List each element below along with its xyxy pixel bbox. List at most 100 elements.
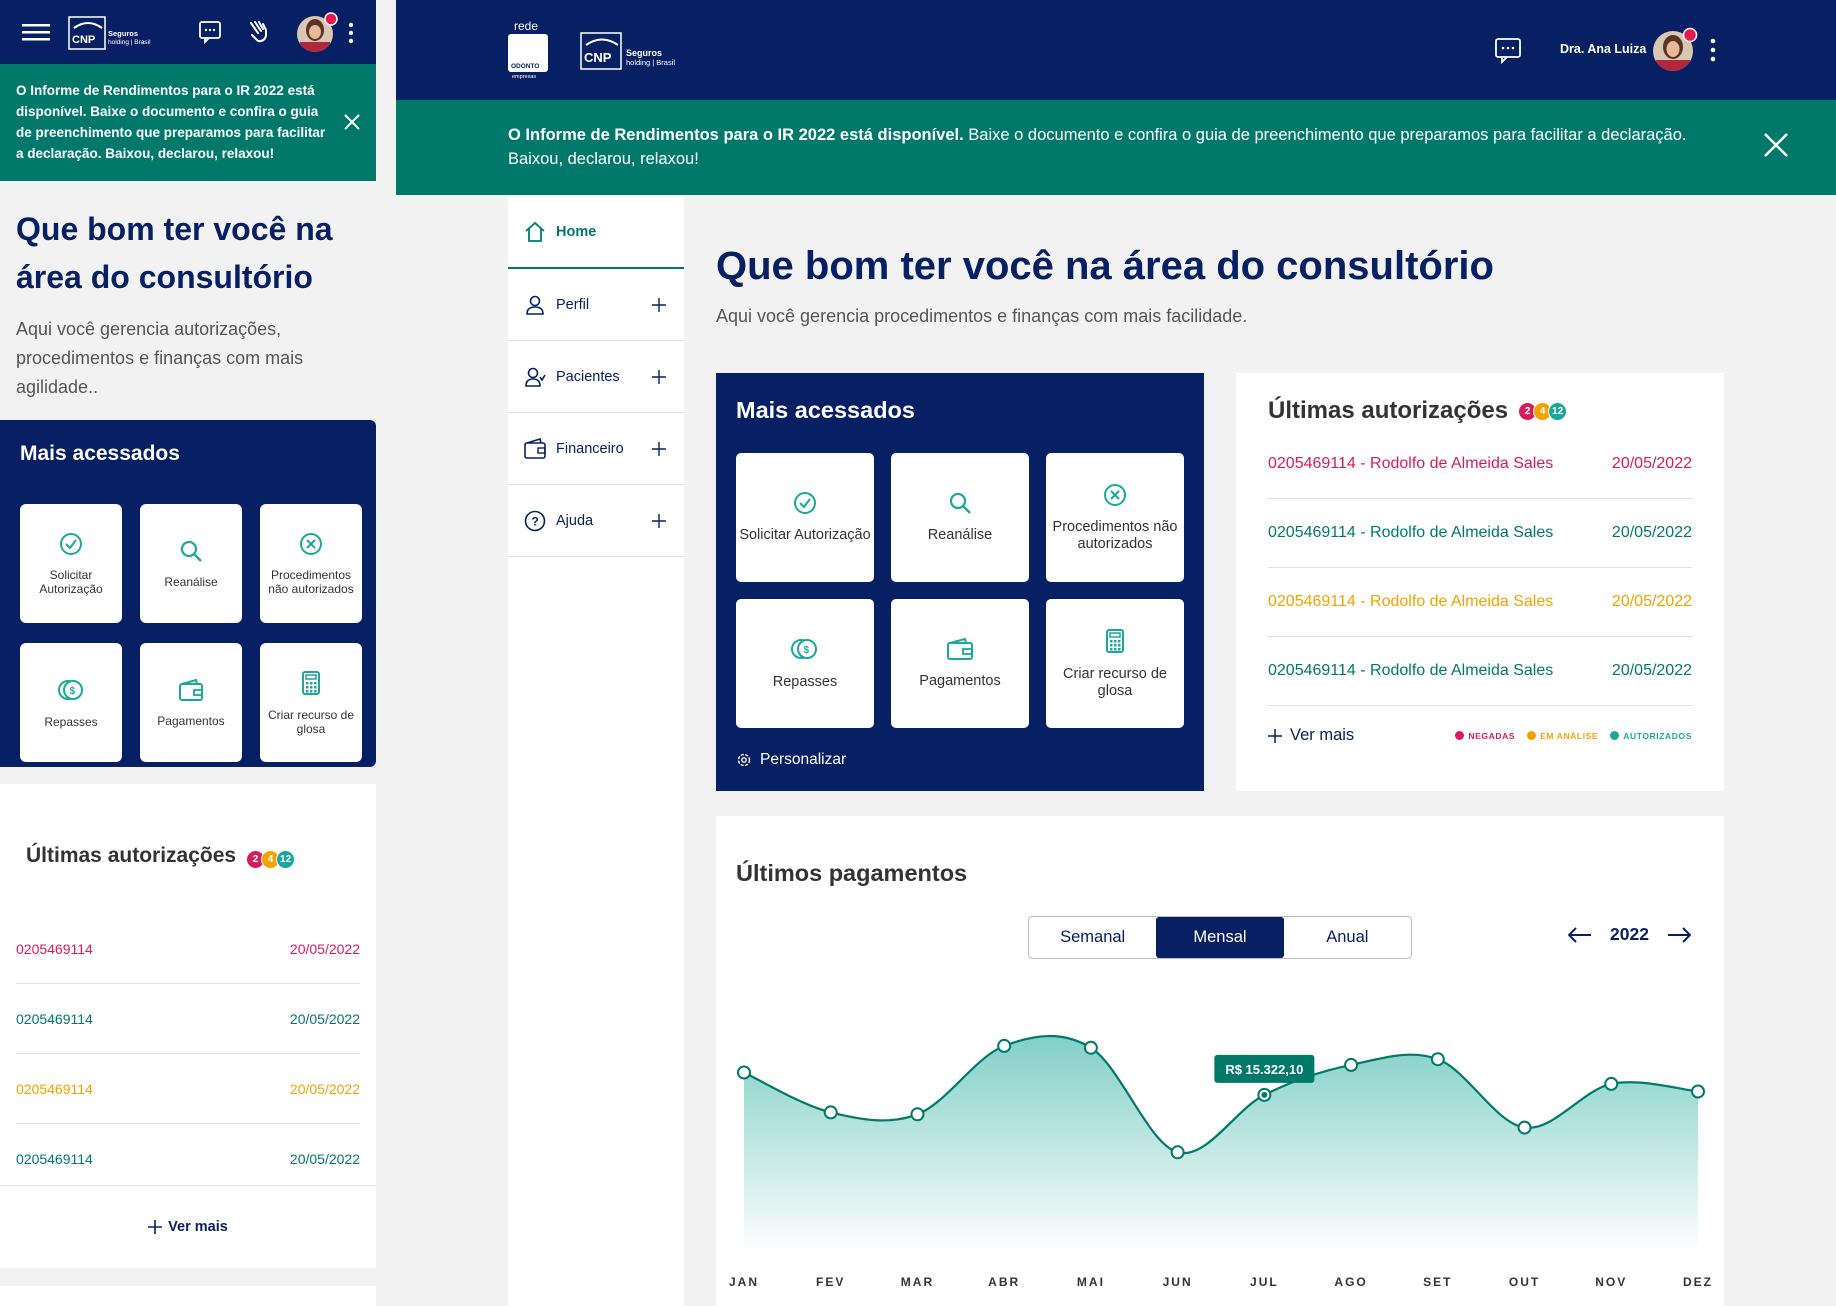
legend-em-analise: EM ANÁLISE [1527, 731, 1598, 741]
list-item[interactable]: 0205469114 20/05/2022 [16, 1124, 360, 1194]
sidebar-item-ajuda[interactable]: ? Ajuda [508, 485, 684, 557]
data-point[interactable] [910, 1107, 925, 1122]
chat-icon[interactable] [198, 20, 222, 44]
user-name[interactable]: Dra. Ana Luiza [1560, 42, 1647, 56]
accessibility-hands-icon[interactable] [246, 19, 272, 45]
user-icon [524, 294, 546, 316]
tooltip-box [1214, 1054, 1315, 1083]
home-icon [524, 221, 546, 243]
tile-label: Pagamentos [919, 673, 1001, 689]
x-tick-label: FEV [816, 1275, 845, 1289]
auth-text: 0205469114 - Rodolfo de Almeida Sales [1268, 662, 1554, 679]
desktop-header: rede ODONTO empresas CNP Seguros holding | B… [396, 0, 1836, 100]
tile-pagamentos[interactable]: Pagamentos [140, 643, 242, 762]
segment-anual[interactable]: Anual [1326, 928, 1369, 946]
close-icon[interactable] [344, 114, 360, 130]
tile-repasses[interactable]: $ Repasses [20, 643, 122, 762]
sidebar-item-home[interactable]: Home [508, 197, 684, 269]
arrow-left-icon[interactable] [1568, 926, 1592, 943]
data-point[interactable] [1344, 1057, 1359, 1072]
tile-label: Procedimentos não autorizados [268, 567, 354, 596]
data-point[interactable] [1604, 1076, 1619, 1091]
chart-tooltip: R$ 15.322,10 [1214, 1054, 1315, 1083]
x-tick-label: JUL [1250, 1275, 1279, 1289]
svg-text:CNP: CNP [72, 34, 95, 46]
data-point-highlight [1261, 1091, 1268, 1098]
banner-bold-text: O Informe de Rendimentos para o IR 2022 … [508, 126, 964, 144]
x-tick-label: JUN [1163, 1275, 1193, 1289]
personalizar-button[interactable]: Personalizar [736, 751, 846, 769]
data-point[interactable] [997, 1038, 1012, 1053]
data-point[interactable] [737, 1065, 751, 1080]
ver-mais-button[interactable]: Ver mais [1268, 726, 1354, 745]
legend-autorizados: AUTORIZADOS [1610, 731, 1692, 741]
list-item[interactable]: 0205469114 - Rodolfo de Almeida Sales 20/… [1268, 637, 1692, 706]
sidebar-item-perfil[interactable]: Perfil [508, 269, 684, 341]
list-item[interactable]: 0205469114 - Rodolfo de Almeida Sales 20/… [1268, 568, 1692, 637]
personalizar-label: Personalizar [760, 751, 847, 768]
chat-icon[interactable] [1494, 37, 1522, 65]
tile-solicitar-autorizacao[interactable]: Solicitar Autorização [736, 453, 874, 582]
data-point[interactable] [1430, 1052, 1445, 1067]
welcome-section: Que bom ter você na área do consultório … [716, 240, 1494, 327]
ir-notice-banner: O Informe de Rendimentos para o IR 2022 … [396, 100, 1836, 195]
list-item[interactable]: 0205469114 - Rodolfo de Almeida Sales 20/… [1268, 499, 1692, 568]
wallet-icon [946, 637, 974, 661]
sidebar-item-label: Pacientes [556, 368, 620, 385]
logo-rede-text: rede [514, 19, 538, 33]
logo-holding-text: holding | Brasil [626, 58, 675, 67]
data-point[interactable] [1517, 1120, 1532, 1135]
close-icon[interactable] [1764, 133, 1788, 157]
tile-reanalise[interactable]: Reanálise [140, 504, 242, 623]
x-tick-label: MAI [1077, 1275, 1105, 1289]
hamburger-icon[interactable] [22, 22, 50, 42]
mobile-header: CNP Seguros holding | Brasil [0, 0, 376, 64]
avatar[interactable] [296, 12, 338, 54]
list-item[interactable]: 0205469114 20/05/2022 [16, 1054, 360, 1124]
tile-procedimentos-nao-autorizados[interactable]: Procedimentos não autorizados [1046, 453, 1184, 582]
auth-id: 0205469114 [16, 1080, 93, 1097]
sidebar-item-financeiro[interactable]: Financeiro [508, 413, 684, 485]
tile-reanalise[interactable]: Reanálise [891, 453, 1029, 582]
ver-mais-button[interactable]: Ver mais [0, 1185, 376, 1267]
period-segmented-control: Semanal Mensal Anual [1028, 916, 1412, 959]
check-circle-icon [793, 491, 817, 515]
tile-repasses[interactable]: $ Repasses [736, 599, 874, 728]
banner-text: Baixe o documento e confira o guia de pr… [508, 126, 1687, 168]
more-vertical-icon[interactable] [1710, 38, 1716, 62]
tooltip-label: R$ 15.322,10 [1225, 1062, 1303, 1077]
avatar[interactable] [1652, 27, 1698, 73]
segment-mensal[interactable]: Mensal [1156, 917, 1284, 958]
check-circle-icon [59, 532, 83, 556]
badge-negadas: 2 [1518, 401, 1538, 421]
wallet-icon [178, 678, 204, 702]
page-subtitle: Aqui você gerencia autorizações, procedi… [16, 319, 304, 397]
tile-pagamentos[interactable]: Pagamentos [891, 599, 1029, 728]
plus-icon[interactable] [652, 369, 666, 384]
ir-notice-banner: O Informe de Rendimentos para o IR 2022 … [0, 64, 376, 181]
data-point[interactable] [1691, 1084, 1705, 1099]
data-point[interactable] [1083, 1040, 1098, 1055]
list-item[interactable]: 0205469114 - Rodolfo de Almeida Sales 20/… [1268, 430, 1692, 499]
more-vertical-icon[interactable] [348, 22, 354, 44]
plus-icon[interactable] [652, 441, 666, 456]
data-point[interactable] [823, 1105, 838, 1120]
tile-criar-recurso-glosa[interactable]: Criar recurso de glosa [1046, 599, 1184, 728]
arrow-right-icon[interactable] [1667, 926, 1691, 943]
x-tick-label: DEZ [1683, 1275, 1713, 1289]
tile-label: Procedimentos não autorizados [1052, 518, 1178, 552]
plus-icon[interactable] [652, 297, 666, 312]
plus-icon[interactable] [652, 513, 666, 528]
list-item[interactable]: 0205469114 20/05/2022 [16, 914, 360, 984]
tile-criar-recurso-glosa[interactable]: Criar recurso de glosa [260, 643, 362, 762]
legend-negadas: NEGADAS [1455, 731, 1515, 741]
year-label: 2022 [1610, 924, 1649, 944]
data-point[interactable] [1170, 1145, 1185, 1160]
sidebar-item-pacientes[interactable]: Pacientes [508, 341, 684, 413]
calculator-icon [1105, 628, 1125, 654]
segment-semanal[interactable]: Semanal [1060, 928, 1126, 946]
tile-solicitar-autorizacao[interactable]: Solicitar Autorização [20, 504, 122, 623]
list-item[interactable]: 0205469114 20/05/2022 [16, 984, 360, 1054]
tile-procedimentos-nao-autorizados[interactable]: Procedimentos não autorizados [260, 504, 362, 623]
badge-autorizados: 12 [276, 850, 296, 869]
